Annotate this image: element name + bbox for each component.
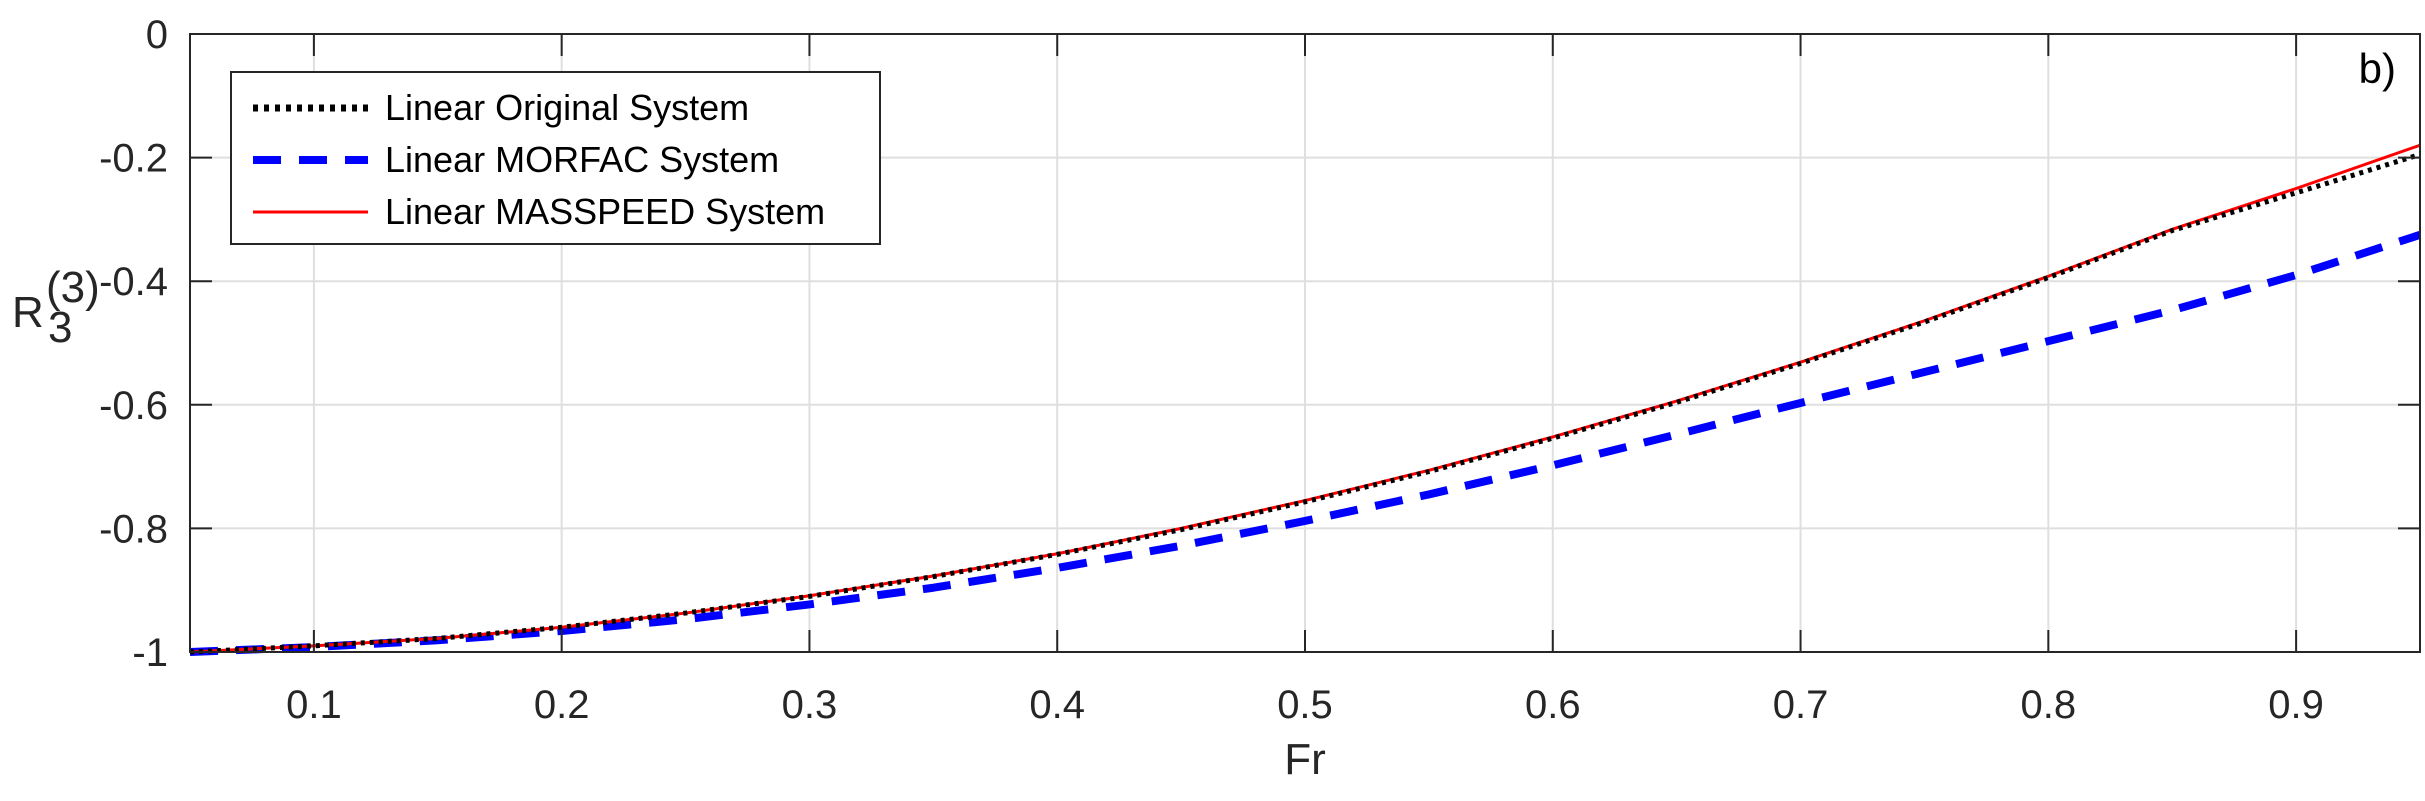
y-tick-label: -0.2 (99, 137, 168, 181)
panel-label: b) (2359, 45, 2396, 92)
y-axis-label: R (3) 3 (12, 263, 100, 352)
y-axis-label-superscript: (3) (46, 263, 100, 312)
axis-ticks (190, 33, 2420, 653)
x-tick-label: 0.7 (1773, 683, 1829, 727)
x-tick-label: 0.6 (1525, 683, 1581, 727)
x-tick-label: 0.5 (1277, 683, 1333, 727)
y-axis-label-base: R (12, 288, 44, 337)
x-tick-label: 0.1 (286, 683, 342, 727)
y-axis-label-subscript: 3 (48, 303, 72, 352)
y-tick-label: -0.8 (99, 507, 168, 551)
legend-label-morfac: Linear MORFAC System (385, 139, 779, 180)
y-tick-label: 0 (146, 13, 168, 57)
x-tick-label: 0.3 (782, 683, 838, 727)
axis-tick-labels: 0.1 0.2 0.3 0.4 0.5 0.6 0.7 0.8 0.9 0 -0.2 -0.4 -0.6… (99, 13, 2324, 727)
x-tick-label: 0.4 (1029, 683, 1085, 727)
x-tick-label: 0.9 (2268, 683, 2324, 727)
x-tick-label: 0.2 (534, 683, 590, 727)
series-line-0 (189, 152, 2421, 655)
y-tick-label: -1 (132, 631, 168, 675)
x-axis-label: Fr (1284, 735, 1326, 784)
legend-label-original: Linear Original System (385, 87, 749, 128)
legend: Linear Original System Linear MORFAC Sys… (230, 71, 881, 245)
legend-box (230, 71, 881, 245)
y-tick-label: -0.4 (99, 260, 168, 304)
y-tick-label: -0.6 (99, 384, 168, 428)
x-tick-label: 0.8 (2021, 683, 2077, 727)
legend-label-masspeed: Linear MASSPEED System (385, 191, 825, 232)
